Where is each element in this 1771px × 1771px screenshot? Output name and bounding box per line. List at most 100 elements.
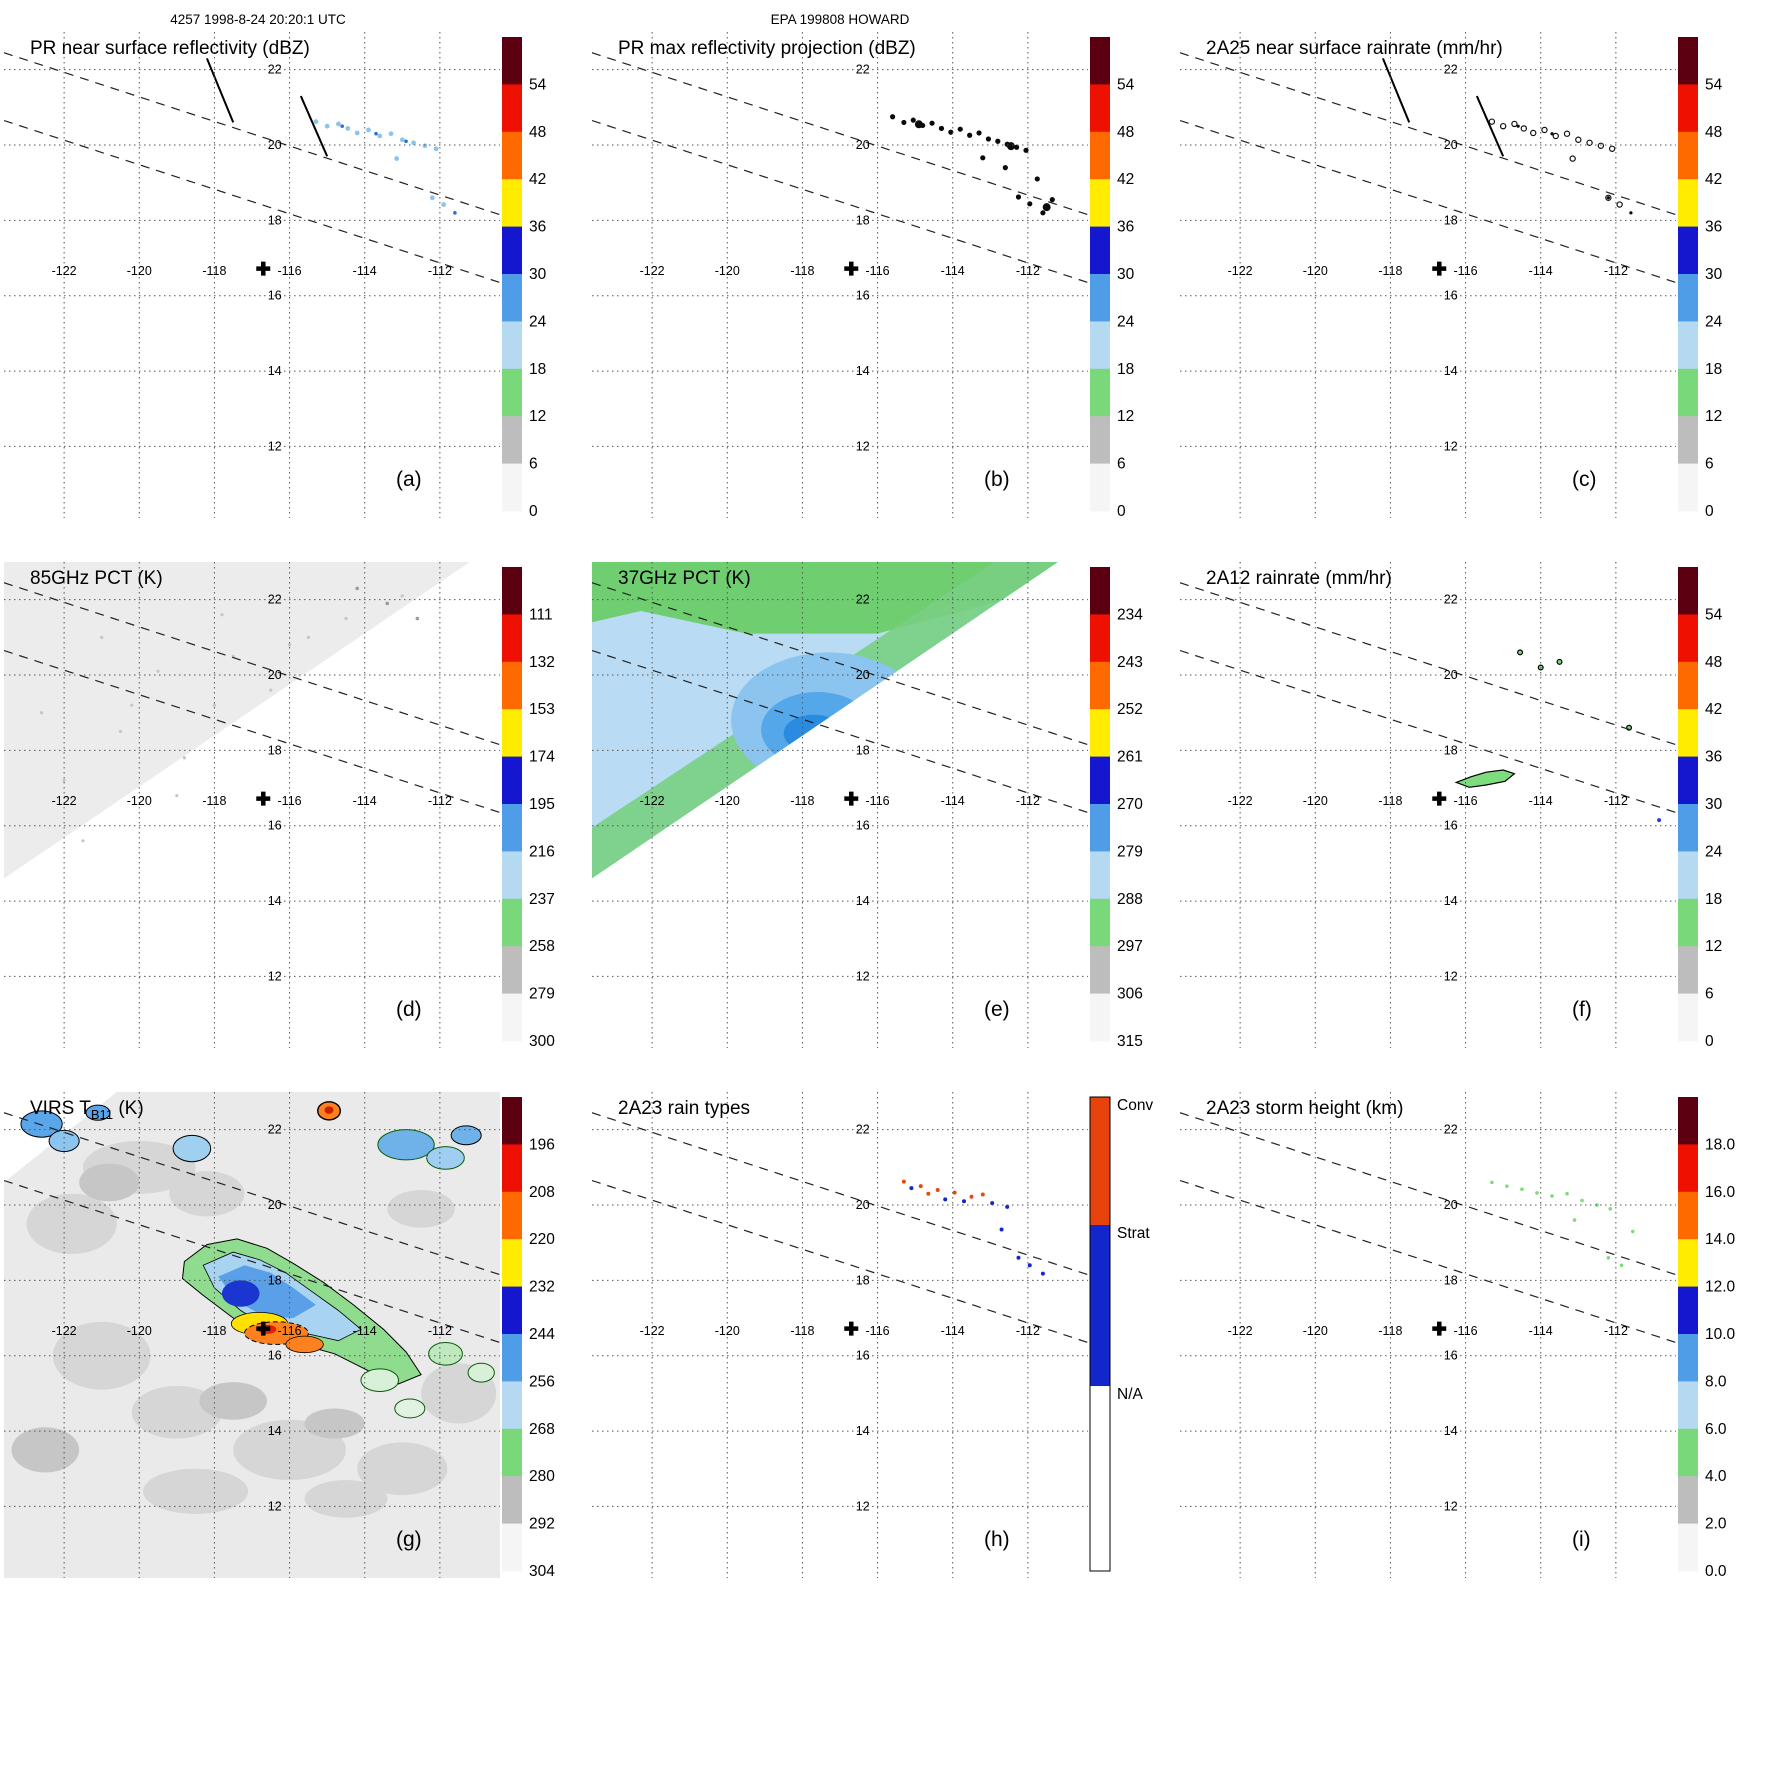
colorbar-label: 244 bbox=[529, 1326, 555, 1343]
panel-letter: (g) bbox=[396, 1528, 422, 1551]
panel-letter: (f) bbox=[1572, 998, 1592, 1021]
title-subscript: B11 bbox=[90, 1106, 114, 1122]
svg-text:22: 22 bbox=[268, 63, 282, 77]
svg-text:12: 12 bbox=[1444, 439, 1458, 453]
graticule bbox=[4, 1092, 500, 1578]
colorbar-scale: Conv Strat N/A bbox=[1089, 1096, 1153, 1572]
colorbar-label: 30 bbox=[1705, 266, 1723, 283]
svg-text:16: 16 bbox=[856, 819, 870, 833]
svg-text:-116: -116 bbox=[1454, 1324, 1478, 1338]
svg-text:-120: -120 bbox=[1303, 1324, 1328, 1338]
colorbar-label: 12.0 bbox=[1705, 1279, 1736, 1296]
svg-text:18: 18 bbox=[856, 1273, 870, 1287]
map-c: -122 -120 -118 -116 -114 -112 12 14 16 18 20 22 bbox=[1180, 32, 1676, 518]
svg-text:-120: -120 bbox=[1303, 264, 1328, 278]
panel-title: 2A25 near surface rainrate (mm/hr) bbox=[1206, 38, 1503, 59]
svg-text:18: 18 bbox=[1444, 1273, 1458, 1287]
panel-title: 85GHz PCT (K) bbox=[30, 568, 163, 589]
svg-text:14: 14 bbox=[268, 364, 282, 378]
panel-letter: (c) bbox=[1572, 468, 1597, 491]
svg-text:-112: -112 bbox=[1604, 794, 1628, 808]
map-g: -122 -120 -118 -116 -114 -112 12 14 16 18 20 22 bbox=[4, 1092, 500, 1578]
svg-text:12: 12 bbox=[1444, 969, 1458, 983]
colorbar-scale: 54 48 42 36 30 24 18 12 6 0 bbox=[1090, 37, 1135, 518]
svg-text:16: 16 bbox=[1444, 819, 1458, 833]
svg-text:22: 22 bbox=[1444, 63, 1458, 77]
svg-text:18: 18 bbox=[856, 743, 870, 757]
svg-text:16: 16 bbox=[268, 289, 282, 303]
map-f: -122 -120 -118 -116 -114 -112 12 14 16 18 20 22 bbox=[1180, 562, 1676, 1048]
panel-letter: (b) bbox=[984, 468, 1010, 491]
colorbar-i: 18.0 16.0 14.0 12.0 10.0 8.0 6.0 4.0 2.0 0.0 bbox=[1678, 1097, 1736, 1578]
axis-labels: -122 -120 -118 -116 -114 -112 12 14 16 18 20 22 bbox=[640, 63, 1040, 454]
svg-text:-120: -120 bbox=[127, 264, 152, 278]
colorbar-label: 220 bbox=[529, 1231, 555, 1248]
colorbar-label: 174 bbox=[529, 749, 555, 766]
colorbar-label: 6.0 bbox=[1705, 1421, 1727, 1438]
colorbar-label: 54 bbox=[1705, 606, 1723, 623]
panel-title: PR max reflectivity projection (dBZ) bbox=[618, 38, 916, 59]
colorbar-label: 16.0 bbox=[1705, 1184, 1736, 1201]
svg-text:-112: -112 bbox=[1016, 264, 1040, 278]
colorbar-label: 237 bbox=[529, 891, 555, 908]
colorbar-label: 132 bbox=[529, 654, 555, 671]
panel-title: 2A23 rain types bbox=[618, 1098, 751, 1119]
svg-text:22: 22 bbox=[268, 1123, 282, 1137]
svg-text:-118: -118 bbox=[790, 794, 814, 808]
graticule bbox=[592, 1092, 1088, 1578]
panel-c: -122 -120 -118 -116 -114 -112 12 14 16 18 20 22 54 4… bbox=[1180, 32, 1768, 518]
colorbar-scale: 111 132 153 174 195 216 237 258 279 300 bbox=[502, 567, 555, 1048]
svg-text:18: 18 bbox=[856, 213, 870, 227]
storm-center-cross-marker bbox=[844, 261, 859, 276]
svg-text:-112: -112 bbox=[428, 794, 452, 808]
panel-letter: (a) bbox=[396, 468, 422, 491]
svg-text:-122: -122 bbox=[640, 1324, 665, 1338]
colorbar-label: 288 bbox=[1117, 891, 1143, 908]
colorbar-label: 0 bbox=[1117, 503, 1126, 518]
svg-text:22: 22 bbox=[856, 593, 870, 607]
colorbar-label: 280 bbox=[529, 1468, 555, 1485]
svg-text:-118: -118 bbox=[1378, 264, 1402, 278]
colorbar-label: 261 bbox=[1117, 749, 1143, 766]
colorbar-label: 0 bbox=[529, 503, 538, 518]
svg-text:20: 20 bbox=[1444, 138, 1458, 152]
colorbar-label: 48 bbox=[1705, 654, 1722, 671]
colorbar-label: 111 bbox=[529, 606, 553, 623]
colorbar-label: 12 bbox=[1117, 408, 1134, 425]
storm-name-header: EPA 199808 HOWARD bbox=[770, 12, 910, 27]
figure-grid: -122 -120 -118 -116 -114 -112 12 14 16 18 20 22 54 4… bbox=[4, 32, 1768, 1578]
svg-text:-112: -112 bbox=[1016, 1324, 1040, 1338]
colorbar-label: 304 bbox=[529, 1563, 555, 1578]
colorbar-label: 279 bbox=[529, 986, 555, 1003]
storm-center-cross-marker bbox=[844, 1321, 859, 1336]
svg-text:-122: -122 bbox=[52, 794, 77, 808]
graticule bbox=[4, 32, 500, 518]
colorbar-label: 12 bbox=[1705, 408, 1722, 425]
swath-edge-lines bbox=[1180, 1112, 1676, 1344]
panel-h: -122 -120 -118 -116 -114 -112 12 14 16 18 20 22 Con… bbox=[592, 1092, 1180, 1578]
colorbar-label: Strat bbox=[1117, 1225, 1150, 1242]
colorbar-label: 4.0 bbox=[1705, 1468, 1727, 1485]
axis-labels: -122 -120 -118 -116 -114 -112 12 14 16 18 20 22 bbox=[640, 593, 1040, 984]
svg-text:16: 16 bbox=[268, 819, 282, 833]
orbit-timestamp-header: 4257 1998-8-24 20:20:1 UTC bbox=[170, 12, 346, 27]
title-prefix: VIRS T bbox=[30, 1098, 91, 1119]
colorbar-label: 315 bbox=[1117, 1033, 1143, 1048]
storm-center-cross-marker bbox=[256, 1321, 271, 1336]
colorbar-label: 54 bbox=[1705, 76, 1723, 93]
map-e: -122 -120 -118 -116 -114 -112 12 14 16 18 20 22 bbox=[592, 562, 1088, 1048]
svg-text:12: 12 bbox=[856, 969, 870, 983]
svg-text:14: 14 bbox=[856, 1424, 870, 1438]
svg-text:18: 18 bbox=[268, 743, 282, 757]
colorbar-label: 153 bbox=[529, 701, 555, 718]
title-suffix: (K) bbox=[113, 1098, 144, 1119]
panel-d: -122 -120 -118 -116 -114 -112 12 14 16 18 20 22 111… bbox=[4, 562, 592, 1048]
swath-edge-lines bbox=[4, 1112, 500, 1344]
panel-letter: (e) bbox=[984, 998, 1010, 1021]
colorbar-label: 306 bbox=[1117, 986, 1143, 1003]
svg-text:18: 18 bbox=[268, 213, 282, 227]
axis-labels: -122 -120 -118 -116 -114 -112 12 14 16 18 20 22 bbox=[1228, 1123, 1628, 1514]
svg-text:12: 12 bbox=[268, 969, 282, 983]
svg-text:14: 14 bbox=[856, 894, 870, 908]
svg-text:-120: -120 bbox=[715, 264, 740, 278]
